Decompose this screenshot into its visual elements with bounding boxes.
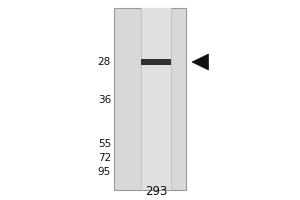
Text: 72: 72 <box>98 153 111 163</box>
Text: 293: 293 <box>145 185 167 198</box>
Bar <box>141 60 171 64</box>
Text: 95: 95 <box>98 167 111 177</box>
Text: 36: 36 <box>98 95 111 105</box>
Polygon shape <box>192 54 208 70</box>
Bar <box>114 8 186 190</box>
Text: 28: 28 <box>98 57 111 67</box>
Text: 55: 55 <box>98 139 111 149</box>
Bar <box>141 8 171 190</box>
